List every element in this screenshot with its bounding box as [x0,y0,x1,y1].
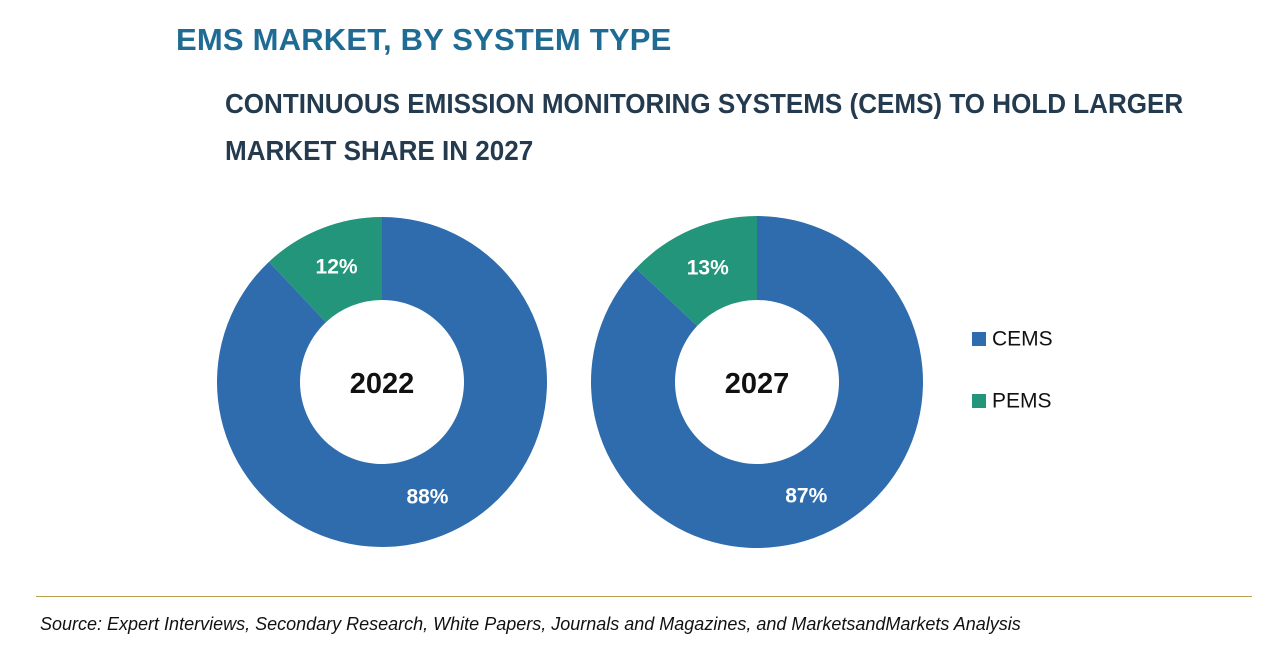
slice-cems-2027 [590,216,923,548]
center-label-2022: 2022 [350,368,415,400]
source-note: Source: Expert Interviews, Secondary Res… [40,614,1021,634]
slice-label-pems-2027: 13% [687,257,729,280]
chart-title: EMS MARKET, BY SYSTEM TYPE [176,22,672,57]
slice-label-cems-2022: 88% [406,485,448,508]
donut-2022: 88% 12% 2022 [216,217,547,547]
legend-item-cems: CEMS [972,328,1053,351]
legend-swatch-cems [972,332,986,346]
slice-label-pems-2022: 12% [316,256,358,279]
center-label-2027: 2027 [725,368,790,400]
slice-label-cems-2027: 87% [785,484,827,507]
legend-swatch-pems [972,394,986,408]
legend-label-pems: PEMS [992,390,1052,413]
donut-charts: 88% 12% 2022 87% 13% 2027 CEMS PEMS [216,216,1053,548]
legend-label-cems: CEMS [992,328,1053,351]
donut-2027: 87% 13% 2027 [590,216,923,548]
legend-item-pems: PEMS [972,390,1052,413]
subtitle-line-2: MARKET SHARE IN 2027 [225,135,534,166]
divider [36,596,1252,597]
chart-subtitle: CONTINUOUS EMISSION MONITORING SYSTEMS (… [225,80,1184,174]
slice-cems-2022 [216,217,547,547]
slice-pems-2027 [635,216,757,326]
slice-pems-2022 [269,217,382,323]
subtitle-line-1: CONTINUOUS EMISSION MONITORING SYSTEMS (… [225,88,1184,119]
